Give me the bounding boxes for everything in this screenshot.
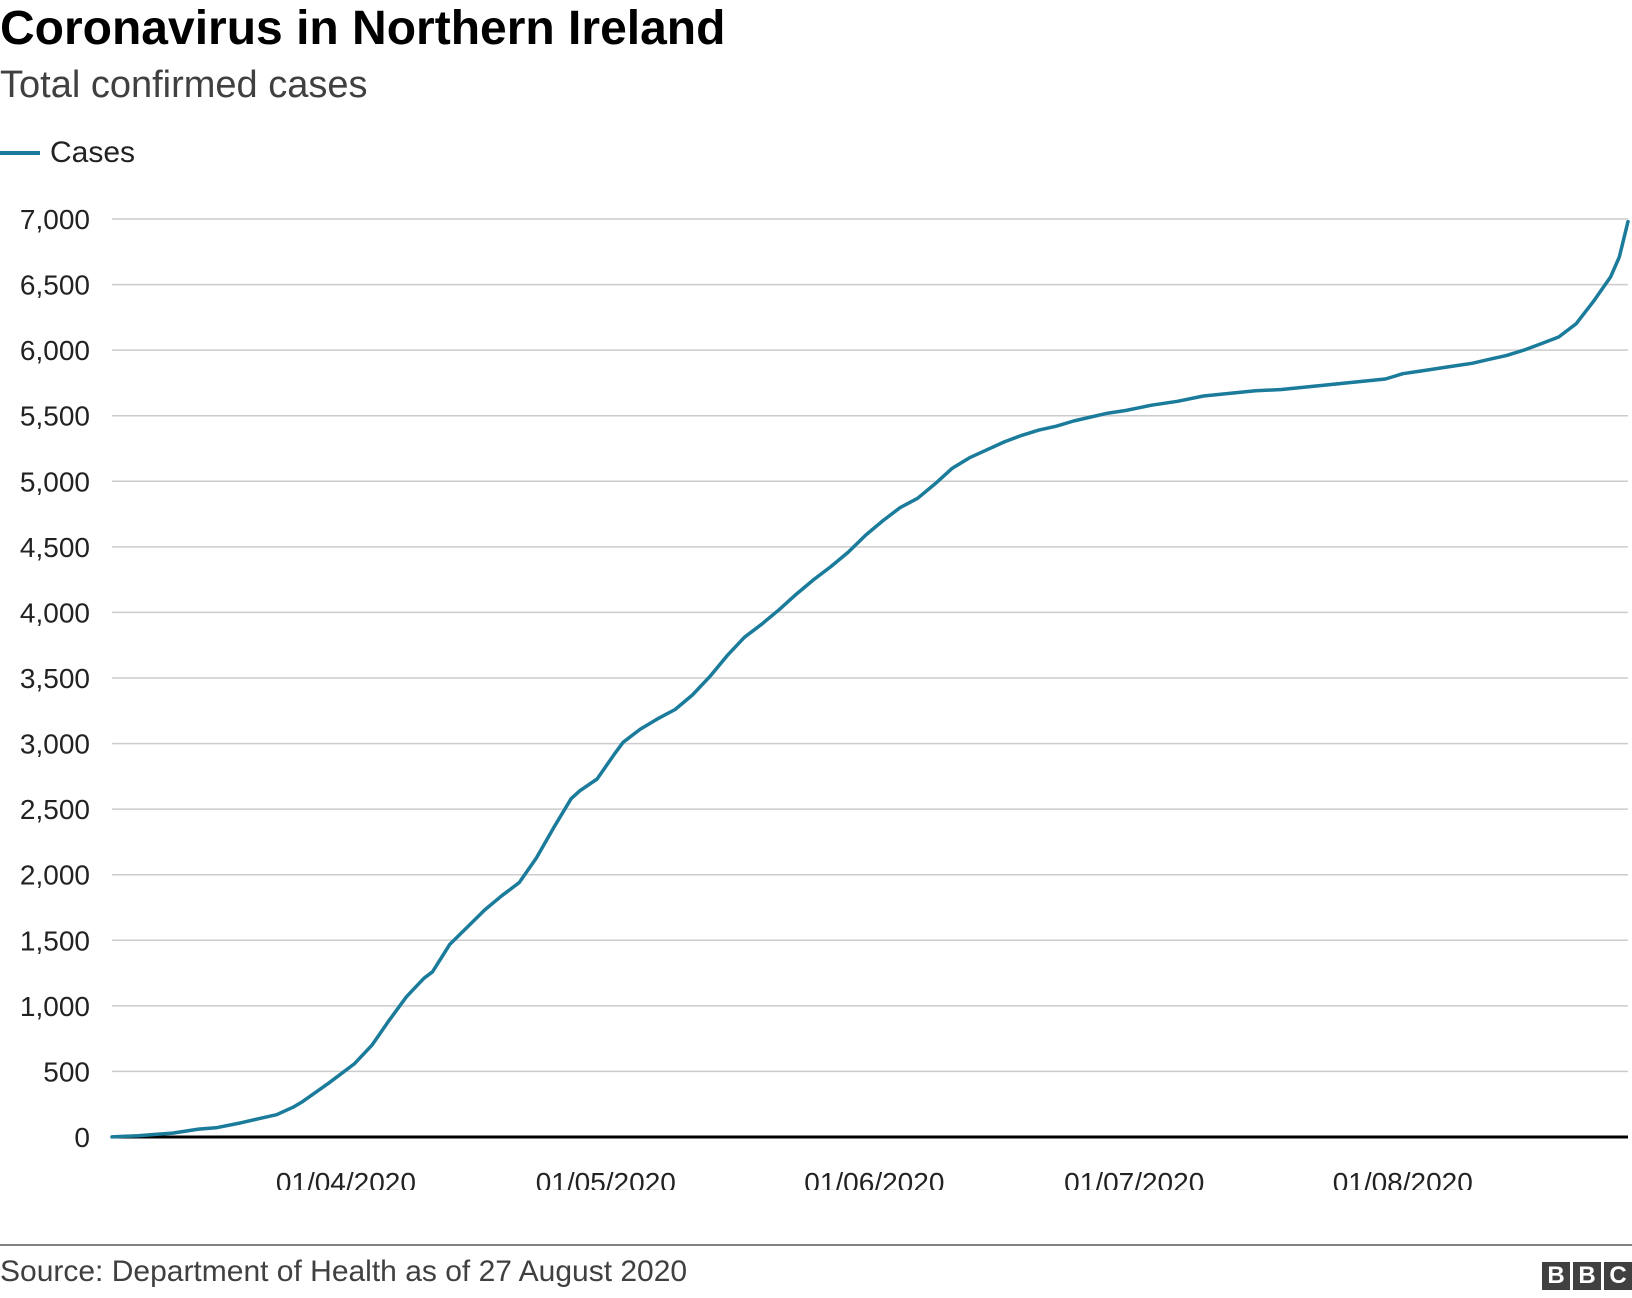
y-tick-label: 5,500: [20, 401, 90, 432]
x-axis-ticks: 01/04/2020 01/05/2020 01/06/2020 01/07/2020…: [276, 1167, 1473, 1190]
y-tick-label: 3,000: [20, 729, 90, 760]
chart-subtitle: Total confirmed cases: [0, 64, 368, 106]
bbc-logo-letter: B: [1542, 1262, 1570, 1290]
y-tick-label: 2,000: [20, 860, 90, 891]
y-tick-label: 4,000: [20, 597, 90, 628]
y-tick-label: 500: [43, 1056, 90, 1087]
series-line-cases: [110, 219, 1630, 1139]
source-note: Source: Department of Health as of 27 Au…: [0, 1255, 688, 1288]
bbc-logo-letter: B: [1573, 1262, 1601, 1290]
y-axis-ticks: 0 500 1,000 1,500 2,000 2,500 3,000 3,500 4,000 4…: [20, 204, 90, 1153]
y-tick-label: 2,500: [20, 794, 90, 825]
bbc-logo-letter: C: [1604, 1262, 1632, 1290]
y-tick-label: 3,500: [20, 663, 90, 694]
grid-lines: [112, 218, 1628, 1073]
bbc-logo: B B C: [1542, 1262, 1632, 1290]
y-tick-label: 6,500: [20, 270, 90, 301]
line-chart: 0 500 1,000 1,500 2,000 2,500 3,000 3,500 4,000 4…: [20, 204, 1630, 1190]
y-tick-label: 0: [74, 1122, 90, 1153]
x-tick-label: 01/04/2020: [276, 1167, 416, 1190]
x-tick-label: 01/06/2020: [804, 1167, 944, 1190]
x-tick-label: 01/05/2020: [536, 1167, 676, 1190]
x-tick-label: 01/07/2020: [1064, 1167, 1204, 1190]
footer-divider: [0, 1244, 1632, 1246]
y-tick-label: 1,500: [20, 925, 90, 956]
y-tick-label: 1,000: [20, 991, 90, 1022]
chart-legend: Cases: [0, 136, 135, 170]
chart-title: Coronavirus in Northern Ireland: [0, 2, 726, 55]
y-tick-label: 6,000: [20, 335, 90, 366]
y-tick-label: 4,500: [20, 532, 90, 563]
legend-label: Cases: [50, 136, 136, 169]
y-tick-label: 5,000: [20, 466, 90, 497]
y-tick-label: 7,000: [20, 204, 90, 235]
legend-swatch: [0, 151, 40, 155]
x-tick-label: 01/08/2020: [1333, 1167, 1473, 1190]
